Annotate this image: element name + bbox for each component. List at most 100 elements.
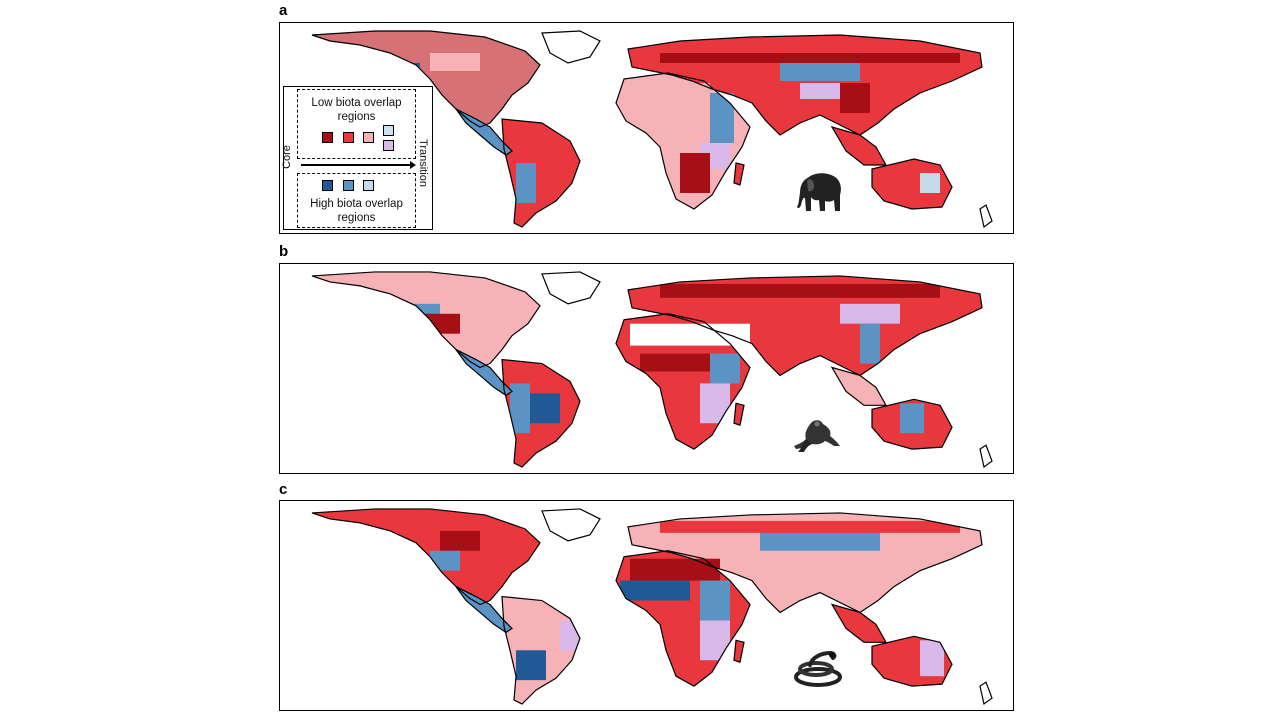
coastline-madagascar: [733, 162, 745, 186]
coastline-namerica: [311, 30, 541, 128]
legend-swatch-low-mid: [343, 132, 354, 143]
region-patch: [516, 650, 546, 681]
region-patch: [516, 163, 536, 203]
land-greenland: [542, 271, 600, 304]
legend-low-group: [297, 89, 416, 159]
region-patch: [630, 558, 720, 581]
land-europe_asia: [628, 512, 982, 613]
region-patch: [530, 393, 560, 424]
region-patch: [700, 620, 730, 661]
region-patch: [710, 93, 734, 143]
region-patch: [700, 383, 730, 424]
coastline-seasia: [830, 603, 888, 643]
region-patch: [340, 293, 380, 324]
elephant-icon: [797, 173, 841, 211]
land-greenland: [542, 508, 600, 541]
land-namerica: [312, 31, 540, 127]
land-europe_asia: [628, 275, 982, 376]
coastline-samerica: [501, 358, 581, 468]
map-panel-c: [279, 500, 1014, 711]
land-madagascar: [734, 403, 744, 426]
land-namerica: [312, 508, 540, 605]
map-panel-b: [279, 263, 1014, 474]
coastline-seasia: [830, 126, 888, 166]
region-patch: [620, 580, 690, 601]
panel-label-c: c: [279, 481, 288, 498]
legend-high-group: [297, 173, 416, 228]
coastline-namerica: [311, 271, 541, 369]
coastline-madagascar: [733, 402, 745, 427]
legend-swatch-low-transition: [363, 132, 374, 143]
region-patch: [660, 520, 960, 533]
region-patch: [780, 63, 860, 81]
region-patch: [760, 530, 880, 551]
region-patch: [630, 323, 750, 346]
coastline-namerica: [311, 508, 541, 606]
land-seasia: [832, 604, 886, 643]
region-patch: [640, 83, 710, 105]
legend-swatch-high-mid: [343, 180, 354, 191]
world-map-a: [311, 30, 993, 229]
world-map-c: [311, 508, 993, 706]
coastline-camerica: [455, 349, 513, 397]
land-madagascar: [734, 640, 744, 663]
snake-icon: [794, 650, 842, 687]
land-seasia: [832, 367, 886, 406]
region-patch: [340, 530, 380, 561]
land-seasia: [832, 127, 886, 165]
world-map-b: [311, 271, 993, 469]
panel-label-b: b: [279, 243, 289, 260]
region-patch: [510, 383, 530, 434]
region-patch: [840, 303, 900, 324]
legend-arrow: [301, 164, 413, 166]
coastline-australia: [871, 635, 953, 687]
legend-swatch-low-core: [322, 132, 333, 143]
land-samerica: [502, 119, 580, 227]
coastline-europe_asia: [627, 275, 983, 377]
coastline-africa: [615, 313, 751, 450]
legend: Low biota overlap regions High biota ove…: [280, 86, 433, 230]
region-patch: [860, 323, 880, 364]
coastline-nz: [979, 681, 993, 706]
legend-high-title: High biota overlap regions: [310, 198, 403, 224]
region-patch: [640, 353, 720, 372]
land-madagascar: [734, 163, 744, 185]
legend-low-title: Low biota overlap regions: [311, 97, 402, 123]
region-patch: [680, 153, 710, 193]
coastline-europe_asia: [627, 34, 983, 136]
coastline-africa: [615, 550, 751, 687]
region-patch: [710, 353, 740, 384]
coastline-greenland: [541, 271, 601, 305]
coastline-africa: [615, 72, 751, 210]
legend-swatch-high-transition: [363, 180, 374, 191]
coastline-australia: [871, 398, 953, 450]
coastline-samerica: [501, 118, 581, 228]
legend-axis-end: Transition: [416, 139, 429, 187]
region-patch: [920, 640, 944, 677]
coastline-greenland: [541, 508, 601, 542]
land-greenland: [542, 31, 600, 63]
coastline-samerica: [501, 595, 581, 705]
coastline-australia: [871, 158, 953, 210]
region-patch: [430, 53, 480, 71]
coastline-greenland: [541, 30, 601, 64]
coastline-nz: [979, 444, 993, 469]
coastline-madagascar: [733, 639, 745, 664]
legend-swatch-low-transition-purple: [383, 140, 394, 151]
coastline-nz: [979, 204, 993, 229]
panel-label-a: a: [279, 2, 288, 19]
region-patch: [920, 173, 940, 193]
region-patch: [430, 550, 460, 571]
region-patch: [380, 63, 420, 79]
region-patch: [660, 283, 940, 298]
region-patch: [900, 403, 924, 434]
region-patch: [440, 530, 480, 551]
legend-axis-start: Core: [280, 145, 293, 169]
land-australia: [872, 159, 952, 209]
frog-icon: [794, 420, 840, 452]
coastline-europe_asia: [627, 512, 983, 614]
legend-swatch-high-core: [322, 180, 333, 191]
region-patch: [700, 580, 730, 621]
coastline-camerica: [455, 586, 513, 634]
region-patch: [660, 53, 960, 63]
